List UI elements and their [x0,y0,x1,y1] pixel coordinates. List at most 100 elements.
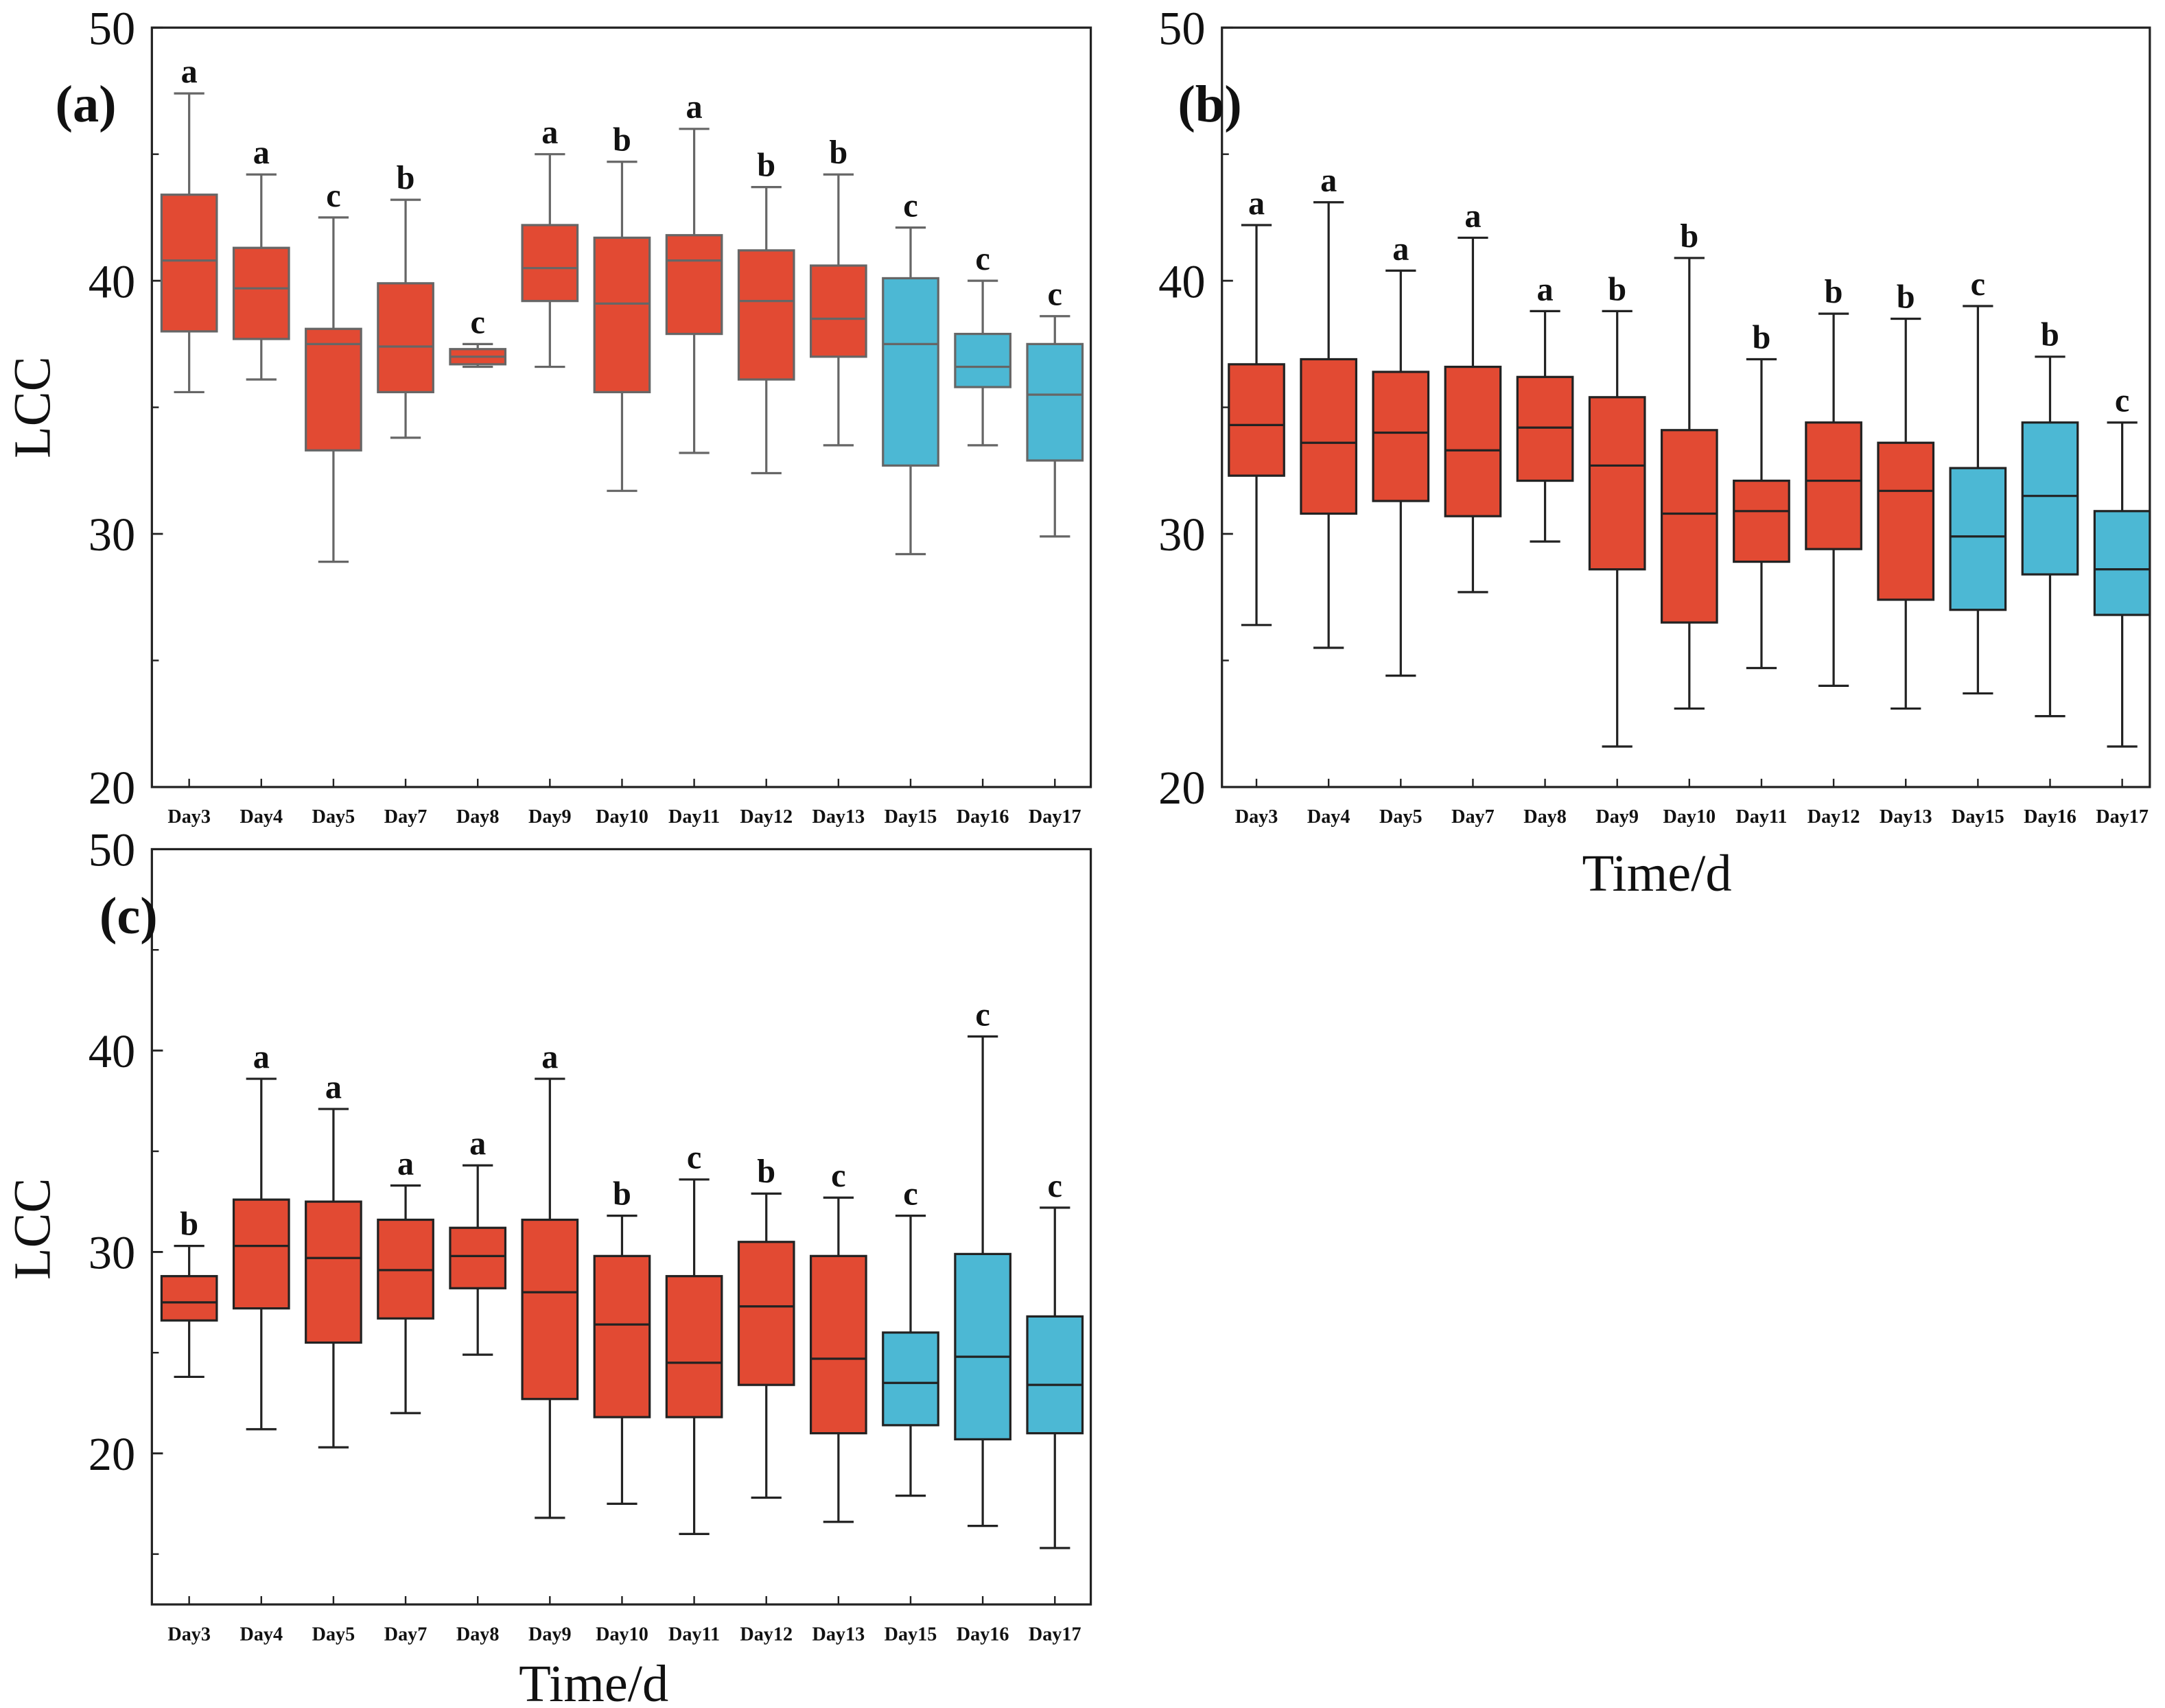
significance-letter: c [1048,1168,1062,1204]
panel-b: 20 30 40 50 a Day3 a Day4 a Day5 a Day7 a Day8 b Day9 b D… [1158,2,2151,902]
significance-letter: a [253,1039,270,1075]
box-day7: b [377,160,434,439]
box-day13: c [810,1158,867,1523]
y-axis-label: LCC [3,356,61,458]
box-day16: b [2021,317,2079,718]
x-tick-label: Day13 [1880,806,1932,828]
x-tick-label: Day9 [1595,806,1639,828]
panel-label: (b) [1178,75,1241,133]
significance-letter: c [975,996,990,1033]
y-tick-label: 20 [89,762,135,814]
significance-letter: c [1971,266,1985,303]
x-tick-label: Day8 [1523,806,1567,828]
significance-letter: b [180,1206,198,1243]
box-day11: a [665,89,723,454]
x-tick-label: Day17 [1029,806,1081,828]
box-day12: b [737,148,795,475]
y-tick-label: 30 [1158,508,1205,561]
box-iqr [882,277,939,467]
box-iqr [1660,429,1718,624]
box-day10: b [1660,218,1718,710]
y-tick-label: 30 [89,1227,135,1279]
x-tick-label: Day3 [167,806,211,828]
box-iqr [1026,342,1084,462]
significance-letter: a [253,134,270,171]
box-day15: c [882,1176,939,1497]
box-iqr [305,1200,362,1344]
box-day11: c [665,1140,723,1535]
box-day5: a [305,1069,362,1449]
box-iqr [882,1331,939,1427]
significance-letter: a [686,89,703,126]
significance-letter: b [397,160,415,196]
x-tick-label: Day5 [1379,806,1423,828]
y-tick-label: 20 [1158,762,1205,814]
box-day12: b [1805,274,1862,687]
x-tick-label: Day7 [384,806,428,828]
box-iqr [1372,371,1430,502]
box-iqr [665,1275,723,1418]
box-iqr [810,264,867,358]
box-day10: b [593,122,651,492]
x-tick-label: Day10 [596,1624,648,1645]
significance-letter: b [613,1176,631,1213]
box-day13: b [1877,279,1935,710]
box-day3: b [160,1206,218,1379]
significance-letter: c [831,1158,845,1194]
significance-letter: b [829,134,847,171]
y-tick-label: 50 [89,2,135,54]
significance-letter: b [1825,274,1843,310]
box-iqr [593,1254,651,1418]
box-day9: a [521,1039,579,1519]
box-day17: c [1026,1168,1084,1549]
box-iqr [2093,510,2151,616]
significance-letter: a [541,115,558,151]
significance-letter: b [2041,317,2059,353]
box-iqr [810,1254,867,1435]
x-tick-label: Day16 [957,806,1009,828]
significance-letter: b [1897,279,1915,315]
x-tick-label: Day9 [528,806,572,828]
box-iqr [521,224,579,303]
box-iqr [665,234,723,336]
x-tick-label: Day8 [456,806,500,828]
box-day16: c [954,241,1011,447]
significance-letter: a [397,1146,414,1182]
significance-letter: a [1464,198,1481,234]
box-iqr [232,246,290,340]
box-iqr [1949,467,2007,611]
x-tick-label: Day3 [167,1624,211,1645]
box-day7: a [377,1146,434,1414]
significance-letter: b [613,122,631,159]
box-day7: a [1444,198,1502,594]
box-iqr [954,332,1011,388]
significance-letter: a [469,1125,486,1162]
y-tick-label: 50 [89,824,135,876]
box-day9: b [1588,271,1646,748]
box-iqr [1444,365,1502,517]
box-iqr [1300,358,1358,515]
panel-c: 20 30 40 50 b Day3 a Day4 a Day5 a Day7 a Day8 a Day9 b D… [3,824,1092,1708]
box-day9: a [521,115,579,368]
box-iqr [377,282,434,394]
y-tick-label: 20 [89,1428,135,1480]
box-day12: b [737,1154,795,1499]
box-iqr [160,194,218,333]
box-day17: c [2093,383,2151,748]
x-tick-label: Day10 [596,806,648,828]
x-tick-label: Day12 [740,1624,793,1645]
x-tick-label: Day12 [1807,806,1860,828]
box-day3: a [160,54,218,394]
box-day13: b [810,134,867,447]
box-iqr [449,1226,507,1289]
significance-letter: c [326,178,340,214]
x-tick-label: Day11 [668,806,720,828]
significance-letter: a [1320,163,1337,199]
significance-letter: b [757,148,775,184]
box-day3: a [1228,185,1285,627]
y-tick-label: 50 [1158,2,1205,54]
y-tick-label: 40 [89,255,135,307]
box-day5: c [305,178,362,563]
box-iqr [160,1275,218,1322]
significance-letter: c [903,188,917,224]
